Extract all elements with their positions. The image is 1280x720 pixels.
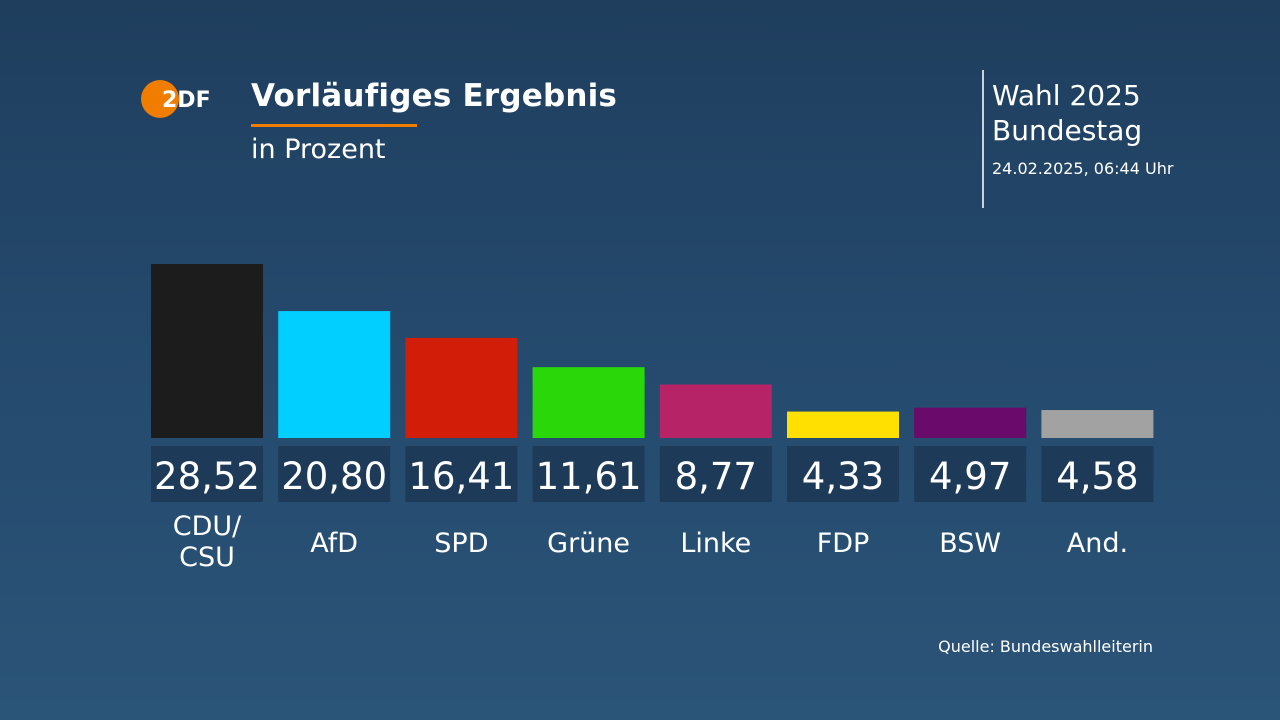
bar-7 [1041, 410, 1154, 438]
election-body: Bundestag [992, 114, 1143, 147]
category-label-1: AfD [310, 528, 358, 559]
bar-5 [787, 411, 899, 438]
page-title: Vorläufiges Ergebnis [251, 78, 618, 114]
category-label-7: And. [1067, 528, 1128, 559]
title-underline [251, 124, 417, 127]
value-box-2 [405, 446, 518, 502]
value-box-4 [659, 446, 772, 502]
bar-0 [151, 264, 263, 438]
header-divider [982, 70, 984, 208]
value-label-0: 28,52 [154, 455, 260, 498]
page-subtitle: in Prozent [251, 134, 386, 165]
value-box-5 [787, 446, 899, 502]
bar-6 [914, 407, 1027, 438]
category-label-0: CDU/CSU [173, 511, 242, 573]
election-info: Wahl 2025 Bundestag [992, 78, 1142, 148]
value-label-5: 4,33 [802, 455, 884, 498]
bar-1 [278, 311, 391, 438]
value-box-6 [914, 446, 1027, 502]
value-box-0 [151, 446, 263, 502]
value-box-3 [532, 446, 645, 502]
zdf-logo-text: 2DF [162, 88, 211, 113]
value-label-6: 4,97 [929, 455, 1011, 498]
category-label-2: SPD [434, 528, 488, 559]
value-label-4: 8,77 [675, 455, 757, 498]
value-label-2: 16,41 [408, 455, 514, 498]
bar-2 [405, 337, 518, 438]
value-label-1: 20,80 [281, 455, 387, 498]
category-label-3: Grüne [547, 528, 630, 559]
value-label-7: 4,58 [1056, 455, 1138, 498]
zdf-logo: 2DF [141, 80, 211, 118]
timestamp: 24.02.2025, 06:44 Uhr [992, 159, 1174, 178]
election-name: Wahl 2025 [992, 79, 1141, 112]
value-box-7 [1041, 446, 1154, 502]
bar-3 [532, 367, 645, 438]
value-box-1 [278, 446, 391, 502]
source-note: Quelle: Bundeswahlleiterin [938, 637, 1153, 656]
category-label-5: FDP [817, 528, 870, 559]
category-label-4: Linke [680, 528, 751, 559]
category-label-6: BSW [939, 528, 1001, 559]
bar-4 [659, 384, 772, 438]
value-label-3: 11,61 [536, 455, 642, 498]
